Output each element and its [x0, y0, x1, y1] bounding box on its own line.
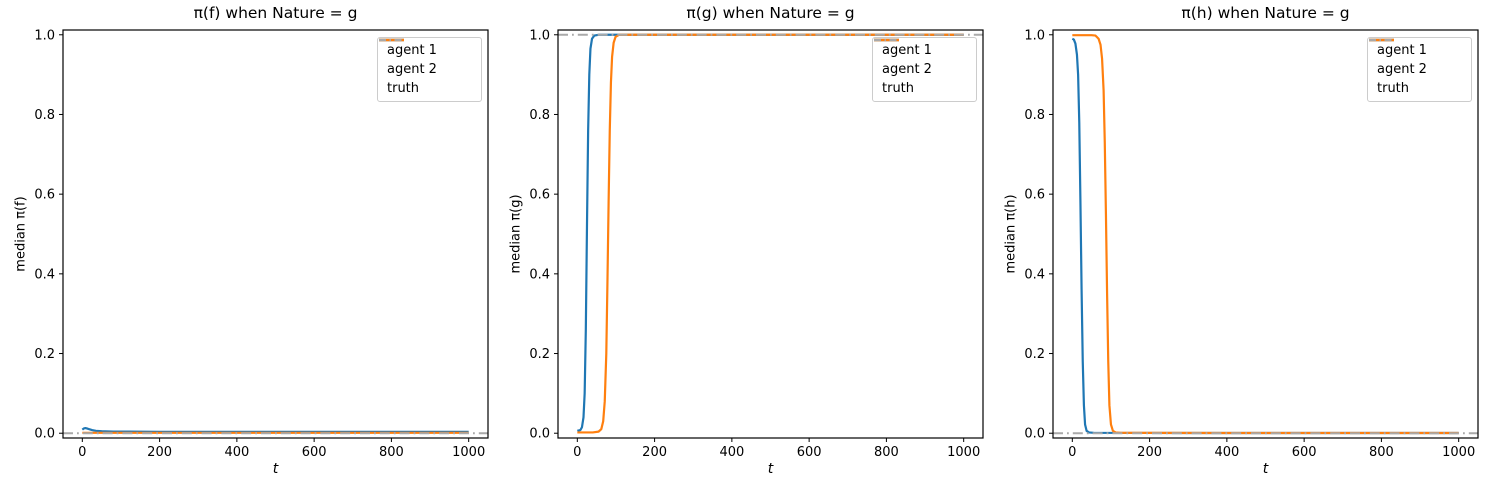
legend-label-truth: truth: [1377, 81, 1410, 96]
legend-entry-agent1: agent 1: [874, 38, 967, 58]
svg-text:0.2: 0.2: [34, 347, 55, 362]
legend-label-truth: truth: [882, 81, 915, 96]
svg-text:0.8: 0.8: [1024, 108, 1045, 123]
legend-entry-truth: truth: [379, 39, 472, 96]
x-axis-label-pi-h: t: [1262, 461, 1269, 477]
legend-pi-f: agent 1 agent 2 truth: [377, 37, 482, 102]
svg-text:0.2: 0.2: [529, 347, 550, 362]
svg-text:600: 600: [302, 445, 327, 460]
svg-text:800: 800: [874, 445, 899, 460]
svg-text:0.0: 0.0: [34, 427, 55, 442]
legend-entry-truth: truth: [874, 39, 967, 96]
legend-entry-agent2: agent 2: [1369, 38, 1462, 77]
svg-text:0.0: 0.0: [1024, 427, 1045, 442]
svg-text:1.0: 1.0: [34, 28, 55, 43]
svg-text:1000: 1000: [1442, 445, 1475, 460]
legend-line-sample-truth: [379, 39, 404, 41]
legend-label-agent2: agent 2: [882, 62, 932, 77]
svg-text:600: 600: [797, 445, 822, 460]
x-axis-label-pi-f: t: [272, 461, 279, 477]
svg-text:0.6: 0.6: [34, 188, 55, 203]
svg-text:0.8: 0.8: [529, 108, 550, 123]
svg-text:200: 200: [642, 445, 667, 460]
svg-text:200: 200: [1137, 445, 1162, 460]
svg-text:800: 800: [1369, 445, 1394, 460]
subplot-pi-f: 0 200 400 600 800 1000 0.0 0.2 0.4 0.6 0.8 1.0 π(f)…: [0, 0, 497, 490]
svg-text:0: 0: [573, 445, 581, 460]
legend-entry-agent1: agent 1: [1369, 38, 1462, 58]
svg-text:200: 200: [147, 445, 172, 460]
plot-title-pi-f: π(f) when Nature = g: [193, 4, 358, 22]
plot-area-pi-f: 0 200 400 600 800 1000 0.0 0.2 0.4 0.6 0.8 1.0: [34, 28, 489, 460]
plot-title-pi-g: π(g) when Nature = g: [686, 4, 855, 22]
svg-text:400: 400: [719, 445, 744, 460]
legend-label-agent2: agent 2: [387, 62, 437, 77]
plot-title-pi-h: π(h) when Nature = g: [1181, 4, 1350, 22]
legend-label-agent1: agent 1: [1377, 43, 1427, 58]
legend-line-sample-truth: [874, 39, 899, 41]
svg-text:1.0: 1.0: [1024, 28, 1045, 43]
svg-text:0.8: 0.8: [34, 108, 55, 123]
legend-entry-truth: truth: [1369, 39, 1462, 96]
legend-entry-agent2: agent 2: [379, 38, 472, 77]
subplot-pi-h: 0 200 400 600 800 1000 0.0 0.2 0.4 0.6 0.8 1.0 π(h)…: [990, 0, 1487, 490]
svg-text:0: 0: [78, 445, 86, 460]
legend-label-agent1: agent 1: [387, 43, 437, 58]
legend-line-sample-truth: [1369, 39, 1394, 41]
plot-area-pi-h: 0 200 400 600 800 1000 0.0 0.2 0.4 0.6 0.8 1.0: [1024, 28, 1479, 460]
svg-text:0.4: 0.4: [1024, 267, 1045, 282]
legend-label-agent1: agent 1: [882, 43, 932, 58]
legend-entry-agent2: agent 2: [874, 38, 967, 77]
svg-text:400: 400: [1214, 445, 1239, 460]
svg-text:600: 600: [1292, 445, 1317, 460]
svg-text:800: 800: [379, 445, 404, 460]
svg-text:0.4: 0.4: [34, 267, 55, 282]
plot-area-pi-g: 0 200 400 600 800 1000 0.0 0.2 0.4 0.6 0.8 1.0: [529, 28, 984, 460]
svg-text:0.6: 0.6: [1024, 188, 1045, 203]
legend-pi-h: agent 1 agent 2 truth: [1367, 37, 1472, 102]
svg-text:0.0: 0.0: [529, 427, 550, 442]
svg-text:1000: 1000: [452, 445, 485, 460]
svg-text:400: 400: [224, 445, 249, 460]
svg-text:1.0: 1.0: [529, 28, 550, 43]
svg-text:1000: 1000: [947, 445, 980, 460]
legend-label-agent2: agent 2: [1377, 62, 1427, 77]
svg-text:0.4: 0.4: [529, 267, 550, 282]
svg-text:0: 0: [1068, 445, 1076, 460]
svg-text:0.2: 0.2: [1024, 347, 1045, 362]
subplot-pi-g: 0 200 400 600 800 1000 0.0 0.2 0.4 0.6 0.8 1.0 π(g)…: [495, 0, 992, 490]
legend-pi-g: agent 1 agent 2 truth: [872, 37, 977, 102]
svg-text:0.6: 0.6: [529, 188, 550, 203]
x-axis-label-pi-g: t: [767, 461, 774, 477]
legend-entry-agent1: agent 1: [379, 38, 472, 58]
legend-label-truth: truth: [387, 81, 420, 96]
